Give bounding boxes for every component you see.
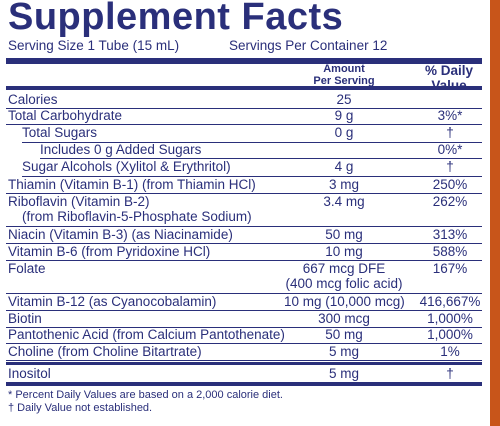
row-divider (6, 193, 482, 194)
nutrient-amount-line2: (400 mcg folic acid) (285, 276, 403, 291)
nutrient-name: Inositol (8, 366, 51, 381)
nutrient-name: Choline (from Choline Bitartrate) (8, 344, 202, 359)
row-divider (6, 124, 482, 125)
package-border (490, 0, 500, 426)
nutrient-amount: 3.4 mg (323, 194, 365, 209)
table-row: Riboflavin (Vitamin B-2) (from Riboflavin… (0, 194, 490, 227)
nutrient-amount: 50 mg (325, 327, 363, 342)
amount-header-line2: Per Serving (313, 75, 375, 87)
nutrient-amount: 0 g (334, 125, 354, 140)
dv-header-line1: % Daily (424, 63, 474, 78)
table-row: Vitamin B-12 (as Cyanocobalamin) 10 mg (1… (0, 294, 490, 311)
thick-rule-mid (6, 362, 482, 365)
table-row: Inositol 5 mg † (0, 366, 490, 382)
table-row: Vitamin B-6 (from Pyridoxine HCl) 10 mg 58… (0, 244, 490, 261)
row-divider (6, 260, 482, 261)
nutrient-daily-value: 250% (432, 177, 468, 192)
row-divider (6, 343, 482, 344)
thick-rule-top (6, 58, 482, 64)
footnote-percent: * Percent Daily Values are based on a 2,… (8, 389, 283, 401)
nutrient-name: Biotin (8, 311, 42, 326)
nutrient-name: Pantothenic Acid (from Calcium Pantothen… (8, 327, 285, 342)
nutrient-amount: 10 mg (10,000 mcg) (284, 294, 405, 309)
table-row: Thiamin (Vitamin B-1) (from Thiamin HCl)… (0, 177, 490, 194)
row-divider (22, 142, 482, 143)
nutrient-amount: 9 g (334, 108, 354, 123)
nutrient-daily-value: 416,667% (419, 294, 481, 309)
nutrient-name: Total Carbohydrate (8, 108, 123, 123)
nutrient-amount: 667 mcg DFE (302, 261, 386, 276)
table-row: Folate 667 mcg DFE (400 mcg folic acid) 167… (0, 261, 490, 294)
nutrient-name: Includes 0 g Added Sugars (40, 142, 202, 157)
table-row: Biotin 300 mcg 1,000% (0, 311, 490, 328)
nutrient-amount: 5 mg (328, 344, 359, 359)
nutrient-name-line2: (from Riboflavin-5-Phosphate Sodium) (22, 209, 252, 224)
nutrient-daily-value: † (446, 125, 454, 140)
row-divider (6, 327, 482, 328)
nutrient-amount: 300 mcg (318, 311, 370, 326)
panel-title: Supplement Facts (8, 0, 344, 38)
table-row: Niacin (Vitamin B-3) (as Niacinamide) 50 … (0, 227, 490, 244)
nutrient-amount: 25 (336, 92, 352, 107)
nutrient-name: Folate (8, 261, 46, 276)
nutrient-amount: 10 mg (325, 244, 363, 259)
nutrient-name: Sugar Alcohols (Xylitol & Erythritol) (22, 159, 231, 174)
nutrient-daily-value: 1,000% (427, 311, 473, 326)
nutrient-name: Total Sugars (22, 125, 98, 140)
amount-header: Amount Per Serving (294, 63, 394, 87)
table-row: Total Carbohydrate 9 g 3%* (0, 108, 490, 125)
nutrient-daily-value: † (446, 366, 454, 381)
nutrient-name: Calories (8, 92, 58, 107)
thick-rule-header (6, 86, 482, 90)
row-divider (6, 360, 482, 361)
row-divider (22, 176, 482, 177)
nutrient-amount: 5 mg (328, 366, 359, 381)
table-row: Total Sugars 0 g † (0, 125, 490, 143)
nutrient-daily-value: 1% (440, 344, 460, 359)
nutrient-daily-value: 0%* (437, 142, 463, 157)
nutrient-daily-value: 1,000% (427, 327, 473, 342)
nutrient-amount: 4 g (334, 159, 354, 174)
nutrient-daily-value: 3%* (437, 108, 463, 123)
nutrient-name: Thiamin (Vitamin B-1) (from Thiamin HCl) (8, 177, 256, 192)
nutrient-daily-value: 313% (432, 227, 468, 242)
nutrient-daily-value: 262% (432, 194, 468, 209)
serving-size: Serving Size 1 Tube (15 mL) (8, 38, 180, 53)
row-divider (6, 293, 482, 294)
row-divider (6, 226, 482, 227)
nutrient-daily-value: 588% (432, 244, 468, 259)
table-row: Sugar Alcohols (Xylitol & Erythritol) 4 g… (0, 159, 490, 177)
servings-per-container: Servings Per Container 12 (229, 38, 388, 53)
footnote-dagger: † Daily Value not established. (8, 402, 153, 414)
nutrient-daily-value: † (446, 159, 454, 174)
row-divider (6, 108, 482, 109)
nutrient-name: Vitamin B-6 (from Pyridoxine HCl) (8, 244, 211, 259)
nutrient-name: Niacin (Vitamin B-3) (as Niacinamide) (8, 227, 233, 242)
row-divider (6, 310, 482, 311)
thick-rule-bottom (6, 382, 482, 386)
row-divider (6, 243, 482, 244)
row-divider (40, 158, 482, 159)
amount-header-line1: Amount (323, 63, 365, 75)
table-row: Calories 25 (0, 92, 490, 109)
table-row: Choline (from Choline Bitartrate) 5 mg 1% (0, 344, 490, 365)
table-row: Pantothenic Acid (from Calcium Pantothen… (0, 327, 490, 344)
nutrient-name: Riboflavin (Vitamin B-2) (8, 194, 150, 209)
nutrient-daily-value: 167% (432, 261, 468, 276)
table-row: Includes 0 g Added Sugars 0%* (0, 142, 490, 159)
nutrient-name: Vitamin B-12 (as Cyanocobalamin) (8, 294, 217, 309)
nutrient-amount: 3 mg (328, 177, 359, 192)
nutrient-amount: 50 mg (325, 227, 363, 242)
